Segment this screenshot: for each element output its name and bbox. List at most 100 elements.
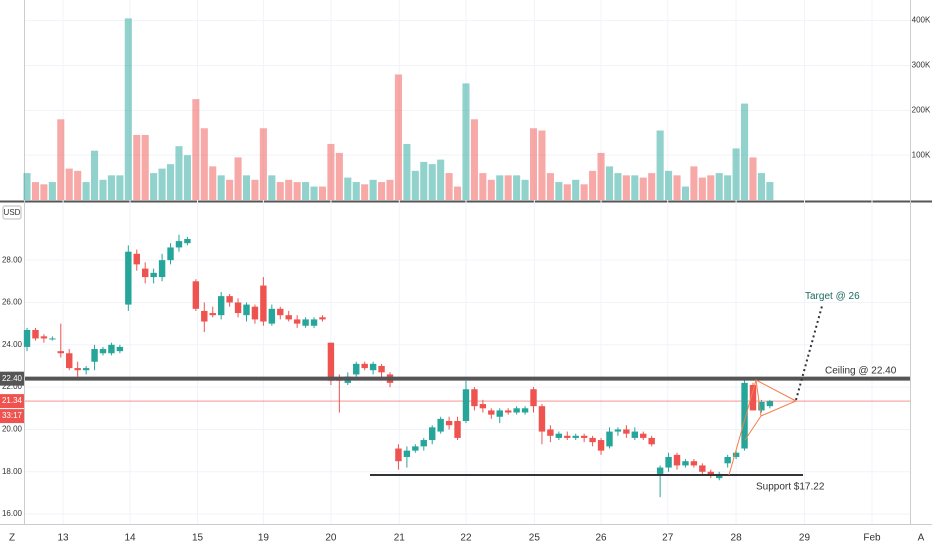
x-tick-label: 28 bbox=[731, 533, 743, 544]
candle-body bbox=[23, 329, 31, 347]
volume-bar bbox=[504, 175, 512, 200]
candle-body bbox=[201, 310, 208, 322]
candle-body bbox=[732, 452, 740, 457]
candle-body bbox=[429, 427, 436, 441]
volume-bar bbox=[428, 164, 436, 200]
candle-body bbox=[631, 431, 639, 438]
volume-bar bbox=[65, 168, 73, 200]
volume-bar bbox=[513, 175, 521, 200]
volume-bar bbox=[605, 166, 614, 200]
candle-body bbox=[403, 450, 411, 457]
y-tick-label: 18.00 bbox=[2, 467, 23, 476]
candle-body bbox=[184, 238, 191, 244]
candle-body bbox=[192, 281, 200, 309]
volume-bar bbox=[116, 175, 124, 200]
x-tick-label: 20 bbox=[325, 533, 337, 544]
candle-body bbox=[758, 401, 765, 411]
candle-body bbox=[479, 404, 487, 409]
volume-bar bbox=[352, 182, 360, 200]
price-badge bbox=[0, 394, 24, 409]
candle-body bbox=[158, 260, 166, 278]
candle-body bbox=[260, 285, 267, 322]
currency-label[interactable]: USD bbox=[4, 208, 21, 217]
candle-body bbox=[99, 349, 107, 354]
x-tick-label: 26 bbox=[595, 533, 607, 544]
candle-body bbox=[547, 429, 554, 436]
volume-bar bbox=[445, 173, 453, 200]
candle-body bbox=[82, 368, 90, 371]
volume-bar bbox=[690, 166, 698, 200]
candle-body bbox=[462, 389, 470, 421]
corner-left[interactable]: Z bbox=[9, 533, 15, 544]
y-tick-label: 22.00 bbox=[2, 382, 23, 391]
volume-tick-label: 300K bbox=[912, 61, 931, 70]
target-label: Target @ 26 bbox=[805, 291, 860, 302]
triangle-drawing bbox=[755, 379, 762, 417]
volume-bar bbox=[673, 175, 681, 200]
candle-body bbox=[353, 363, 360, 375]
volume-bar bbox=[580, 184, 588, 200]
volume-bar bbox=[411, 170, 419, 200]
candle-body bbox=[378, 365, 385, 373]
volume-bar bbox=[124, 18, 132, 200]
price-badge-label: 21.34 bbox=[2, 396, 23, 405]
corner-right[interactable]: A bbox=[918, 533, 925, 544]
target-projection bbox=[795, 305, 823, 401]
x-tick-label: 14 bbox=[124, 533, 136, 544]
volume-bar bbox=[707, 175, 715, 200]
x-tick-label: 25 bbox=[529, 533, 541, 544]
candle-body bbox=[538, 406, 546, 432]
volume-bar bbox=[589, 170, 597, 200]
volume-bar bbox=[614, 173, 622, 200]
candle-body bbox=[412, 446, 419, 451]
y-tick-label: 28.00 bbox=[2, 255, 23, 264]
candle-body bbox=[243, 304, 250, 316]
volume-bar bbox=[665, 170, 673, 200]
volume-bar bbox=[217, 175, 225, 200]
candle-body bbox=[749, 385, 757, 411]
volume-bar bbox=[715, 173, 723, 200]
candle-body bbox=[521, 408, 529, 413]
candle-body bbox=[724, 456, 731, 464]
currency-box[interactable] bbox=[2, 205, 22, 220]
volume-bar bbox=[344, 177, 352, 200]
candle-body bbox=[555, 433, 563, 438]
volume-bar bbox=[757, 173, 765, 200]
volume-bar bbox=[521, 179, 529, 200]
x-tick-label: Feb bbox=[863, 533, 881, 544]
volume-bar bbox=[99, 179, 107, 200]
volume-bar bbox=[74, 170, 82, 200]
candle-body bbox=[226, 296, 233, 303]
candle-body bbox=[682, 461, 689, 466]
candle-body bbox=[66, 353, 73, 369]
candle-body bbox=[40, 336, 48, 339]
volume-bar bbox=[166, 164, 175, 200]
volume-bar bbox=[40, 184, 48, 200]
x-tick-label: 27 bbox=[662, 533, 674, 544]
candle-body bbox=[437, 418, 444, 432]
volume-bar bbox=[57, 119, 65, 200]
volume-bar bbox=[107, 175, 115, 200]
candle-body bbox=[597, 440, 605, 451]
candle-body bbox=[471, 389, 478, 407]
candle-body bbox=[656, 467, 664, 474]
y-tick-label: 24.00 bbox=[2, 340, 23, 349]
volume-bar bbox=[192, 99, 200, 200]
candle-body bbox=[108, 344, 115, 354]
countdown-badge bbox=[0, 409, 24, 424]
candle-body bbox=[513, 408, 520, 413]
volume-bar bbox=[639, 177, 647, 200]
x-tick-label: 22 bbox=[460, 533, 472, 544]
line-label: Support $17.22 bbox=[756, 482, 825, 493]
x-tick-label: 19 bbox=[258, 533, 270, 544]
volume-bar bbox=[82, 182, 90, 200]
volume-bar bbox=[546, 173, 554, 200]
volume-bar bbox=[141, 134, 149, 200]
candle-body bbox=[623, 429, 630, 434]
volume-bar bbox=[209, 166, 217, 200]
candle-body bbox=[572, 435, 579, 438]
candle-body bbox=[648, 437, 655, 445]
volume-bar bbox=[327, 143, 335, 200]
candle-body bbox=[707, 471, 714, 477]
candle-body bbox=[488, 410, 495, 415]
